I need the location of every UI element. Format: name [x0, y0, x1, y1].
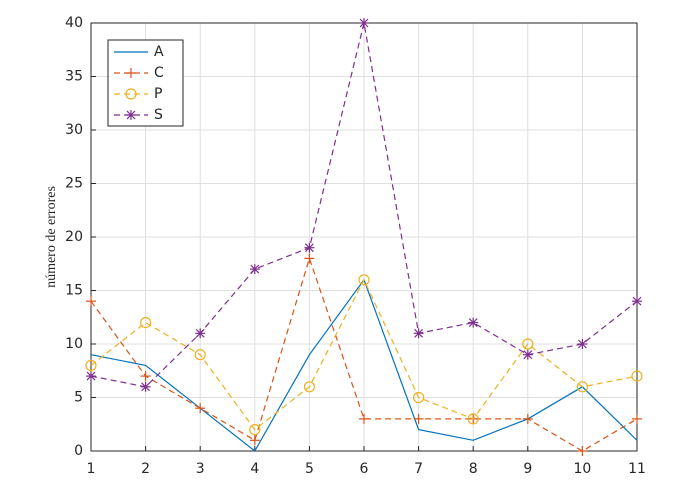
marker	[86, 296, 96, 307]
marker	[522, 349, 533, 360]
legend-marker	[126, 110, 136, 120]
marker	[631, 370, 643, 382]
marker	[467, 413, 479, 425]
marker-circle	[467, 413, 479, 425]
legend-box	[107, 39, 184, 127]
marker	[468, 317, 479, 328]
marker-stroke	[126, 110, 136, 120]
marker-stroke	[523, 350, 533, 360]
legend-label: P	[154, 86, 162, 102]
marker	[577, 339, 588, 349]
x-tick-label: 7	[414, 461, 423, 477]
y-axis-label: número de errores	[44, 186, 59, 288]
marker	[140, 317, 152, 329]
marker	[304, 242, 315, 253]
marker-circle	[85, 359, 97, 371]
marker	[359, 413, 369, 424]
marker-circle	[631, 370, 643, 382]
x-tick-label: 2	[141, 461, 150, 477]
legend-label: C	[154, 65, 164, 81]
marker	[304, 253, 315, 264]
x-tick-label: 11	[628, 461, 646, 477]
marker	[632, 413, 642, 424]
marker	[413, 413, 424, 424]
marker-stroke	[304, 243, 314, 253]
marker	[413, 328, 424, 339]
marker-circle	[194, 349, 206, 361]
series-line	[90, 256, 638, 452]
marker	[195, 403, 206, 414]
x-tick-label: 1	[87, 461, 96, 477]
marker-circle	[576, 381, 589, 393]
marker-stroke	[141, 382, 151, 392]
marker	[413, 391, 425, 404]
marker	[522, 338, 534, 350]
marker-stroke	[414, 328, 424, 338]
marker-circle	[358, 274, 370, 286]
marker	[576, 381, 589, 393]
legend-marker	[126, 68, 136, 78]
y-tick-label: 0	[74, 443, 83, 459]
marker	[358, 274, 370, 286]
marker	[359, 18, 369, 28]
x-tick-label: 5	[305, 461, 314, 477]
marker-circle	[140, 317, 152, 329]
marker-stroke	[250, 264, 260, 274]
marker	[195, 328, 206, 339]
marker	[85, 359, 97, 371]
x-tick-label: 6	[360, 461, 369, 477]
marker-circle	[522, 338, 534, 350]
y-tick-label: 15	[65, 283, 83, 299]
marker-stroke	[577, 339, 587, 349]
y-tick-label: 35	[65, 69, 83, 85]
marker	[303, 381, 315, 393]
legend-marker	[125, 88, 137, 100]
marker	[249, 424, 261, 436]
y-tick-label: 30	[65, 122, 83, 138]
marker-circle	[249, 424, 261, 436]
marker-stroke	[195, 328, 205, 338]
marker-stroke	[632, 296, 642, 306]
marker-circle	[125, 88, 137, 100]
marker	[249, 264, 260, 275]
y-tick-label: 10	[65, 336, 83, 352]
x-tick-label: 3	[196, 461, 205, 477]
marker	[632, 296, 642, 307]
x-tick-label: 4	[250, 461, 259, 477]
marker-stroke	[359, 18, 369, 28]
marker	[249, 435, 260, 446]
y-tick-label: 20	[65, 229, 83, 245]
x-tick-label: 8	[469, 461, 478, 477]
marker	[140, 371, 151, 382]
marker-stroke	[86, 371, 96, 381]
marker	[194, 349, 206, 361]
x-tick-label: 10	[573, 461, 591, 477]
legend-label: A	[154, 44, 164, 60]
marker	[522, 413, 533, 424]
marker	[86, 371, 96, 382]
x-tick-label: 9	[523, 461, 532, 477]
y-tick-label: 5	[74, 390, 83, 406]
y-tick-label: 40	[65, 15, 83, 31]
y-tick-label: 25	[65, 176, 83, 192]
marker	[140, 381, 151, 392]
marker-stroke	[468, 318, 478, 328]
marker	[577, 446, 588, 456]
marker-circle	[303, 381, 315, 393]
marker-circle	[413, 391, 425, 404]
series-line	[90, 278, 638, 431]
legend-label: S	[154, 107, 163, 123]
